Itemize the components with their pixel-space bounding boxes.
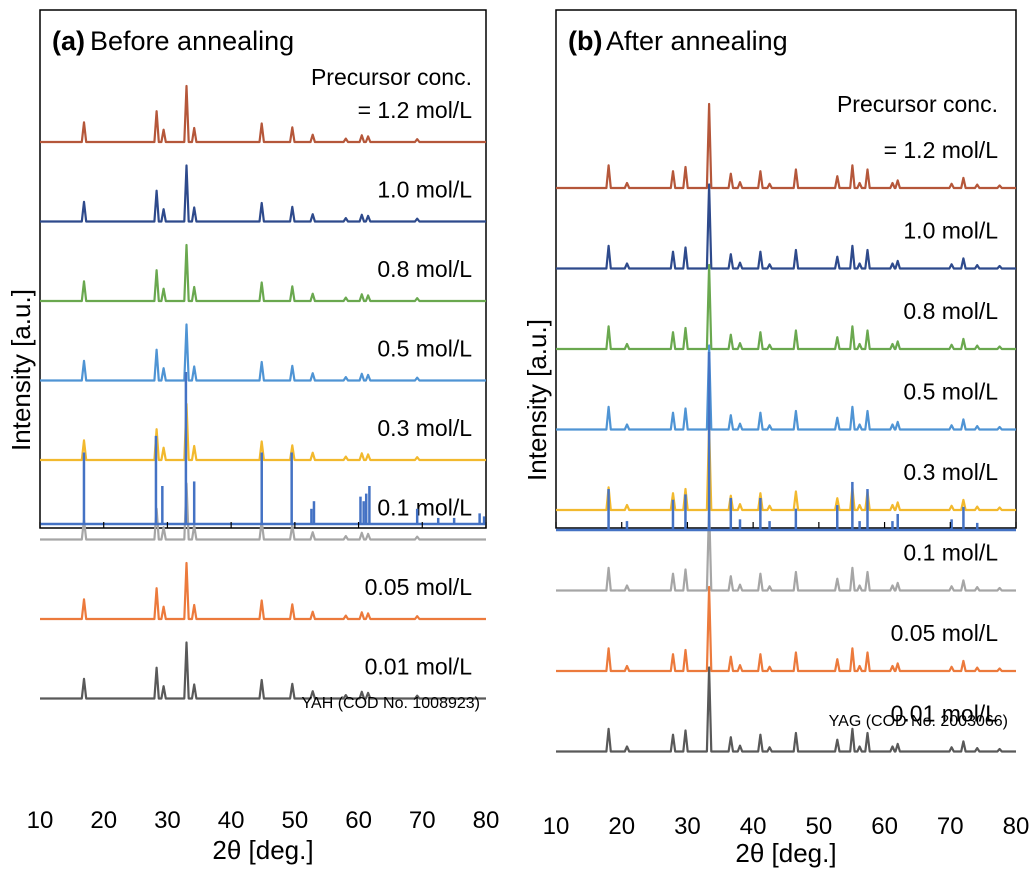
x-axis-title-b: 2θ [deg.] bbox=[735, 838, 836, 868]
panel-tag-a: (a) bbox=[52, 26, 85, 56]
series-label-0-0: = 1.2 mol/L bbox=[358, 97, 473, 123]
x-tick-label-0-5: 60 bbox=[345, 807, 372, 834]
series-label-1-3: 0.5 mol/L bbox=[903, 379, 998, 405]
panel-title-a: Before annealing bbox=[90, 26, 294, 56]
x-tick-label-0-3: 40 bbox=[218, 807, 245, 834]
x-axis-ticks-b: 10 20 30 40 50 60 70 80 bbox=[543, 522, 1030, 840]
spectra-a: = 1.2 mol/L 1.0 mol/L 0.8 mol/L 0.5 mol/L 0.… bbox=[40, 84, 486, 700]
series-label-1-7: 0.01 mol/L bbox=[891, 701, 999, 727]
spectrum-line-0-3 bbox=[40, 323, 486, 382]
panel-title-b: After annealing bbox=[606, 26, 788, 56]
series-header-a: Precursor conc. bbox=[311, 64, 472, 90]
spectrum-line-0-1 bbox=[40, 164, 486, 223]
y-axis-title-a: Intensity [a.u.] bbox=[6, 289, 36, 451]
spectrum-line-0-4 bbox=[40, 402, 486, 462]
series-label-0-4: 0.3 mol/L bbox=[377, 415, 472, 441]
spectrum-line-1-2 bbox=[556, 263, 1016, 351]
spectrum-line-1-6 bbox=[556, 585, 1016, 673]
spectrum-line-1-4 bbox=[556, 424, 1016, 512]
reference-label-b: YAG (COD No. 2003066) bbox=[829, 713, 1008, 730]
x-tick-label-1-3: 40 bbox=[740, 813, 767, 840]
series-label-1-6: 0.05 mol/L bbox=[891, 620, 999, 646]
spectrum-line-0-5 bbox=[40, 482, 486, 541]
spectra-b: = 1.2 mol/L 1.0 mol/L 0.8 mol/L 0.5 mol/L 0.… bbox=[556, 102, 1016, 753]
x-tick-label-0-1: 20 bbox=[90, 807, 117, 834]
panel-tag-b: (b) bbox=[568, 26, 602, 56]
series-label-0-3: 0.5 mol/L bbox=[377, 336, 472, 362]
spectrum-line-0-0 bbox=[40, 84, 486, 144]
series-label-0-6: 0.05 mol/L bbox=[365, 574, 473, 600]
series-label-1-2: 0.8 mol/L bbox=[903, 298, 998, 324]
x-tick-label-0-0: 10 bbox=[27, 807, 54, 834]
reference-pattern-a bbox=[40, 372, 486, 526]
x-tick-label-1-6: 70 bbox=[937, 813, 964, 840]
x-tick-label-0-6: 70 bbox=[409, 807, 436, 834]
x-axis-title-a: 2θ [deg.] bbox=[212, 835, 313, 865]
x-tick-label-1-7: 80 bbox=[1003, 813, 1030, 840]
series-label-0-7: 0.01 mol/L bbox=[365, 654, 473, 680]
spectrum-line-0-6 bbox=[40, 561, 486, 621]
x-tick-label-0-7: 80 bbox=[473, 807, 500, 834]
y-axis-title-b: Intensity [a.u.] bbox=[522, 319, 552, 481]
series-label-0-2: 0.8 mol/L bbox=[377, 256, 472, 282]
x-axis-ticks-a: 10 20 30 40 50 60 70 80 bbox=[27, 522, 500, 834]
spectrum-line-1-7 bbox=[556, 666, 1016, 753]
series-label-0-5: 0.1 mol/L bbox=[377, 495, 472, 521]
x-tick-label-1-1: 20 bbox=[608, 813, 635, 840]
x-tick-label-1-2: 30 bbox=[674, 813, 701, 840]
x-tick-label-0-4: 50 bbox=[282, 807, 309, 834]
series-label-0-1: 1.0 mol/L bbox=[377, 177, 472, 203]
x-tick-label-1-5: 60 bbox=[871, 813, 898, 840]
spectrum-line-1-5 bbox=[556, 505, 1016, 592]
x-tick-label-1-0: 10 bbox=[543, 813, 570, 840]
reference-pattern-b bbox=[556, 352, 1016, 532]
series-label-1-0: = 1.2 mol/L bbox=[884, 137, 999, 163]
panel-after-annealing: (b) After annealing Precursor conc. = 1.… bbox=[522, 9, 1030, 868]
reference-label-a: YAH (COD No. 1008923) bbox=[302, 695, 480, 712]
series-header-b: Precursor conc. bbox=[837, 91, 998, 117]
x-tick-label-0-2: 30 bbox=[154, 807, 181, 834]
spectrum-line-0-2 bbox=[40, 243, 486, 303]
series-label-1-4: 0.3 mol/L bbox=[903, 459, 998, 485]
spectrum-line-1-3 bbox=[556, 344, 1016, 431]
x-tick-label-1-4: 50 bbox=[806, 813, 833, 840]
spectrum-line-0-7 bbox=[40, 641, 486, 700]
series-label-1-5: 0.1 mol/L bbox=[903, 540, 998, 566]
spectrum-line-1-1 bbox=[556, 183, 1016, 270]
panel-before-annealing: (a) Before annealing Precursor conc. = 1… bbox=[6, 9, 500, 865]
spectrum-line-1-0 bbox=[556, 102, 1016, 190]
series-label-1-1: 1.0 mol/L bbox=[903, 218, 998, 244]
